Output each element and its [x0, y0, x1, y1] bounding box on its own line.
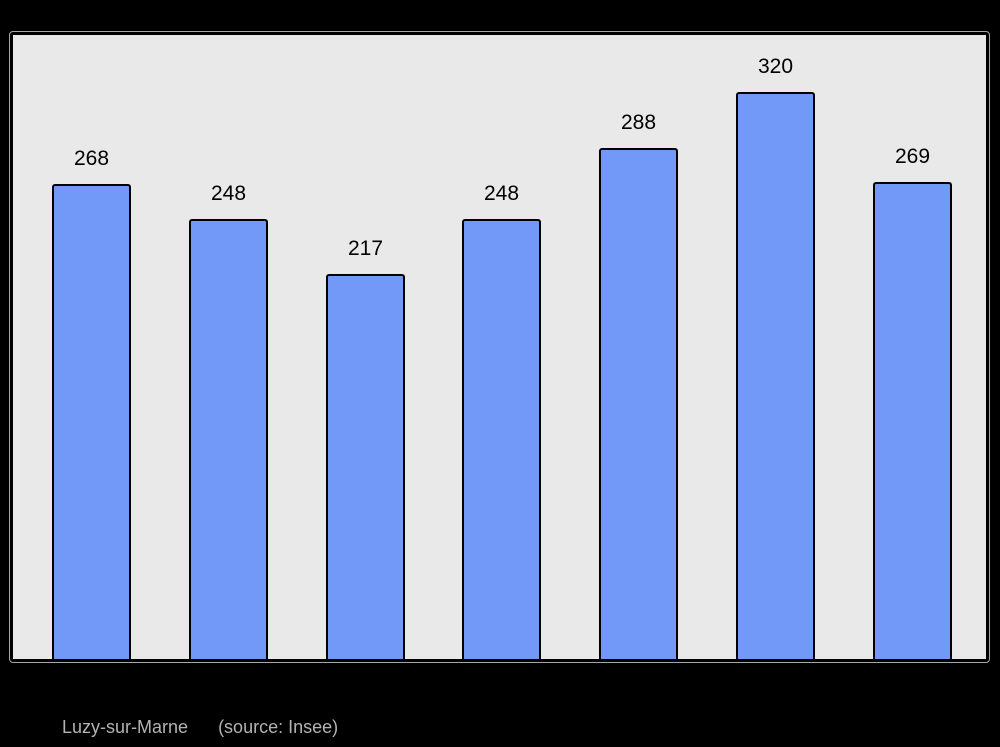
bar	[873, 182, 952, 659]
bar-value-label: 320	[757, 54, 794, 78]
bar-slot: 268	[52, 35, 131, 659]
bar-slot: 248	[189, 35, 268, 659]
bar-value-label: 269	[894, 144, 931, 168]
bar	[189, 219, 268, 659]
chart-panel: 268 248 217 248 288 320 269	[9, 31, 990, 663]
bar	[52, 184, 131, 659]
bar-value-label: 248	[483, 181, 520, 205]
chart-caption: Luzy-sur-Marne (source: Insee)	[62, 716, 338, 739]
bar-value-label: 217	[347, 236, 384, 260]
bar-value-label: 288	[620, 110, 657, 134]
bar	[462, 219, 541, 659]
bar-slot: 248	[462, 35, 541, 659]
plot-area: 268 248 217 248 288 320 269	[13, 35, 986, 659]
bar-value-label: 248	[210, 181, 247, 205]
bar-slot: 320	[736, 35, 815, 659]
bar	[599, 148, 678, 659]
caption-place-name: Luzy-sur-Marne	[62, 717, 189, 737]
bar	[326, 274, 405, 659]
bar-slot: 288	[599, 35, 678, 659]
bar-value-label: 268	[73, 146, 110, 170]
bar-slot: 269	[873, 35, 952, 659]
bar	[736, 92, 815, 659]
caption-source: (source: Insee)	[218, 717, 339, 737]
bar-slot: 217	[326, 35, 405, 659]
